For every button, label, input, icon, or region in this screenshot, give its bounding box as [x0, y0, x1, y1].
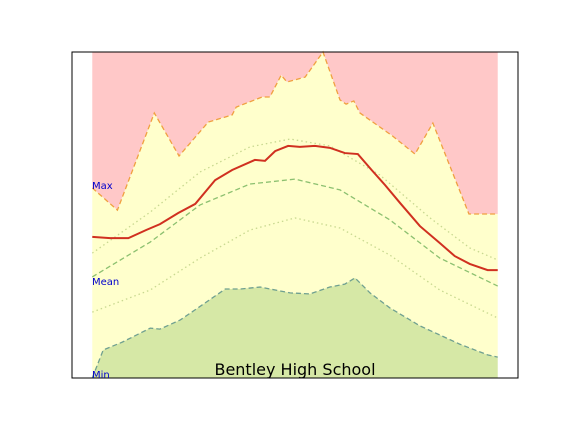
normal-band	[92, 52, 498, 378]
mean-label: Mean	[92, 277, 119, 288]
chart-title: Bentley High School	[214, 360, 375, 379]
series-line	[91, 178, 499, 287]
series-line	[92, 217, 499, 319]
series-line	[91, 50, 498, 215]
max-area	[92, 52, 498, 215]
series-line	[91, 277, 498, 379]
min-label: Min	[92, 370, 110, 381]
max-label: Max	[92, 181, 113, 192]
series-line	[92, 144, 498, 272]
plot	[91, 50, 499, 379]
min-area	[92, 277, 498, 378]
plot-frame	[71, 51, 519, 379]
